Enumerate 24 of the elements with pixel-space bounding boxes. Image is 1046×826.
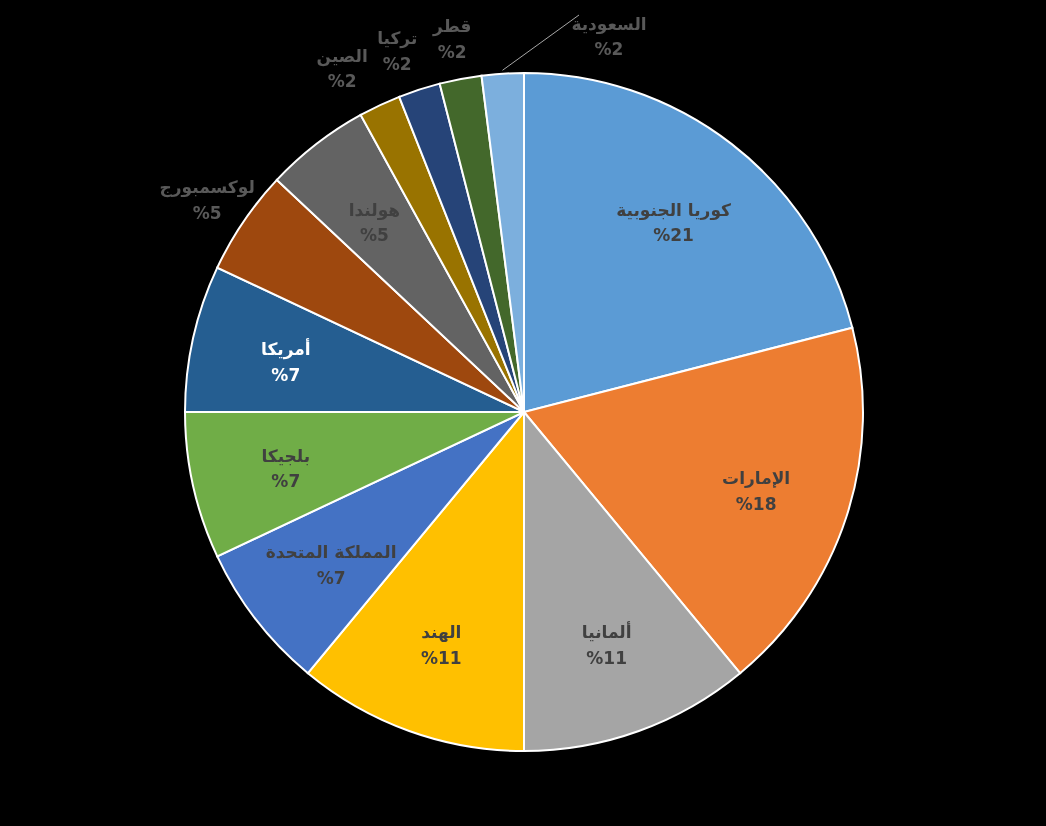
data-label: %11 xyxy=(420,647,462,668)
data-label: %7 xyxy=(316,567,346,588)
slice-label: تركيا xyxy=(377,28,418,50)
slice-label: قطر xyxy=(432,16,472,38)
data-label: %11 xyxy=(586,647,628,668)
slice-label: بلجيكا xyxy=(261,445,311,466)
slice-label: أمريكا xyxy=(261,338,311,361)
slice-label: الإمارات xyxy=(722,468,791,489)
data-label: %18 xyxy=(735,493,777,514)
data-label: %7 xyxy=(271,471,301,492)
data-label: %7 xyxy=(271,364,301,385)
data-label: %2 xyxy=(327,71,357,92)
slice-label: الهند xyxy=(421,622,462,644)
data-label: %2 xyxy=(437,41,467,62)
slice-label: السعودية xyxy=(571,13,647,35)
slice-label: لوكسمبورج xyxy=(159,177,255,199)
data-label: %21 xyxy=(653,225,694,246)
slice-label: كوريا الجنوبية xyxy=(616,199,732,221)
slice-label: المملكة المتحدة xyxy=(265,542,397,563)
data-label: %2 xyxy=(594,39,624,60)
slice-label: ألمانيا xyxy=(581,621,632,643)
data-label: %5 xyxy=(192,202,222,223)
slice-label: الصين xyxy=(316,45,368,67)
data-label: %2 xyxy=(382,53,412,74)
